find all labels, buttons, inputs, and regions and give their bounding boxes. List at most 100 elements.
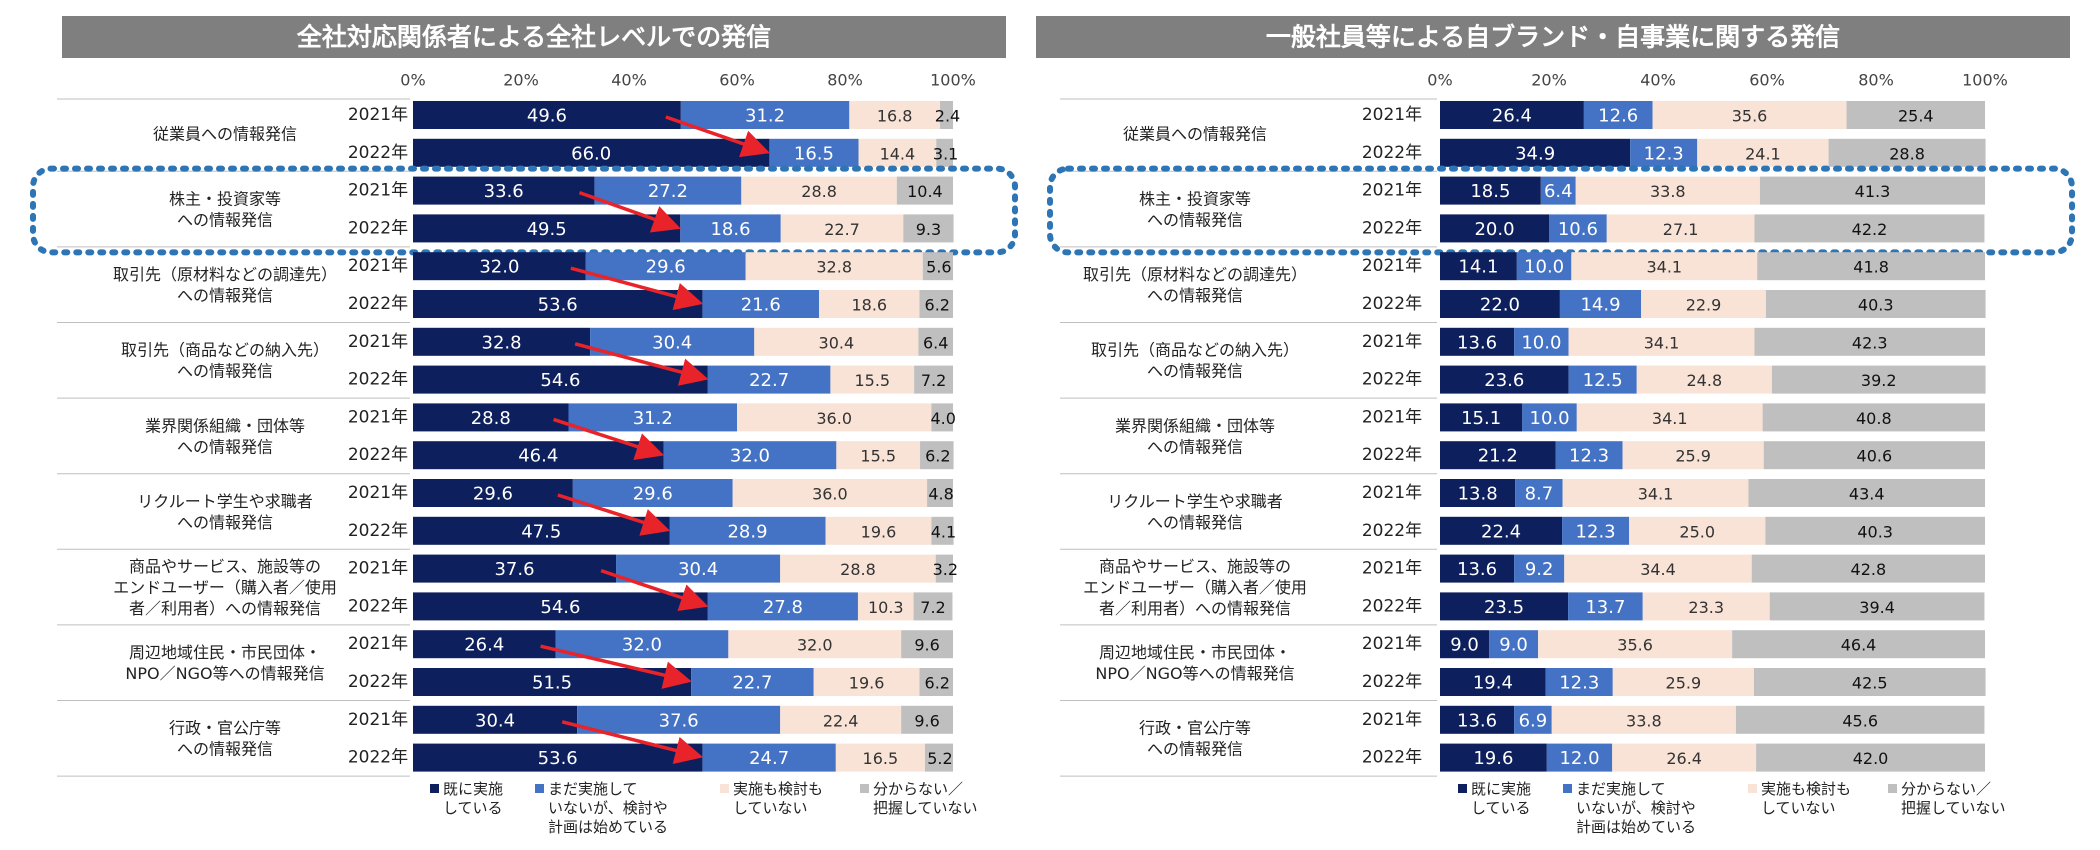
data-label: 12.3	[1644, 143, 1684, 164]
bar-segment-not_considering	[825, 516, 932, 545]
x-tick-label: 0%	[1427, 71, 1452, 90]
data-label: 12.5	[1583, 370, 1623, 391]
year-label: 2022年	[348, 218, 408, 238]
data-label: 15.5	[854, 371, 890, 390]
data-label: 22.9	[1686, 296, 1722, 315]
change-arrow	[600, 568, 709, 611]
bar-segment-done	[1440, 138, 1631, 167]
bar-segment-considering	[702, 743, 836, 772]
bar-segment-unknown	[896, 176, 953, 205]
data-label: 27.1	[1663, 220, 1699, 239]
legend-swatch-done	[1458, 784, 1467, 793]
bar-segment-not_considering	[1562, 479, 1749, 507]
bar-segment-done	[413, 743, 703, 772]
bar-segment-done	[1440, 630, 1490, 659]
chart-title: 一般社員等による自ブランド・自事業に関する発信	[1266, 23, 1840, 52]
year-label: 2021年	[348, 332, 408, 352]
bar-segment-not_considering	[732, 479, 928, 507]
bar-segment-considering	[1568, 592, 1643, 621]
bar-segment-unknown	[1753, 668, 1986, 696]
bar-segment-unknown	[1765, 516, 1985, 545]
bar-segment-unknown	[927, 479, 953, 507]
data-label: 23.3	[1688, 598, 1724, 617]
data-label: 8.7	[1525, 484, 1554, 505]
x-tick-label: 100%	[1962, 71, 2008, 90]
category-label-line: 取引先（商品などの納入先）	[1091, 341, 1299, 360]
data-label: 32.8	[816, 258, 852, 277]
bar-segment-unknown	[919, 290, 953, 318]
data-label: 33.8	[1626, 711, 1662, 730]
data-label: 21.2	[1478, 446, 1518, 467]
bar-segment-done	[1440, 705, 1515, 734]
data-label: 54.6	[540, 370, 580, 391]
data-label: 53.6	[538, 295, 578, 316]
data-label: 14.4	[880, 144, 916, 163]
data-label: 16.5	[794, 143, 834, 164]
data-label: 22.7	[732, 673, 772, 694]
year-label: 2022年	[348, 143, 408, 163]
chart-title-banner	[62, 16, 1006, 58]
bar-segment-done	[1440, 101, 1584, 129]
year-label: 2022年	[348, 672, 408, 692]
bar-segment-considering	[572, 479, 733, 507]
data-label: 34.4	[1640, 560, 1676, 579]
data-label: 19.6	[849, 674, 885, 693]
year-label: 2021年	[1362, 559, 1422, 579]
bar-segment-not_considering	[1641, 290, 1766, 318]
data-label: 18.5	[1470, 181, 1510, 202]
category-label-line: 取引先（原材料などの調達先）	[113, 265, 337, 284]
bar-segment-not_considering	[1697, 138, 1829, 167]
category-label-line: 者／利用者）への情報発信	[129, 599, 321, 618]
bar-segment-unknown	[1751, 554, 1985, 583]
data-label: 49.6	[527, 106, 567, 127]
bar-segment-done	[413, 479, 573, 507]
year-label: 2022年	[1362, 370, 1422, 390]
bar-segment-considering	[1516, 252, 1572, 281]
data-label: 6.4	[923, 333, 948, 352]
bar-segment-not_considering	[857, 592, 914, 621]
legend-swatch-not_considering	[1748, 784, 1757, 793]
bar-segment-considering	[1522, 403, 1577, 432]
data-label: 12.3	[1559, 673, 1599, 694]
bar-segment-done	[1440, 592, 1569, 621]
data-label: 18.6	[710, 219, 750, 240]
bar-segment-not_considering	[1575, 176, 1760, 205]
bar-segment-considering	[1515, 479, 1563, 507]
bar-segment-considering	[680, 214, 781, 243]
data-label: 42.3	[1852, 333, 1888, 352]
data-label: 42.2	[1852, 220, 1888, 239]
data-label: 45.6	[1842, 711, 1878, 730]
data-label: 32.0	[797, 636, 833, 655]
bar-segment-unknown	[935, 554, 953, 583]
data-label: 42.0	[1853, 749, 1889, 768]
bar-segment-done	[413, 365, 708, 394]
bar-segment-not_considering	[1538, 630, 1733, 659]
bar-segment-considering	[1514, 705, 1552, 734]
data-label: 27.8	[763, 597, 803, 618]
bar-segment-not_considering	[1568, 327, 1755, 356]
change-arrow	[578, 190, 681, 233]
bar-segment-not_considering	[830, 365, 915, 394]
bar-segment-done	[413, 554, 617, 583]
data-label: 24.1	[1745, 144, 1781, 163]
data-label: 66.0	[571, 143, 611, 164]
bar-segment-not_considering	[858, 138, 937, 167]
bar-segment-unknown	[1828, 138, 1986, 167]
bar-segment-unknown	[1735, 705, 1985, 734]
bar-segment-done	[413, 516, 670, 545]
data-label: 29.6	[646, 257, 686, 278]
bar-segment-not_considering	[1612, 668, 1754, 696]
bar-segment-done	[1440, 176, 1541, 205]
data-label: 29.6	[473, 484, 513, 505]
bar-segment-unknown	[940, 101, 953, 129]
data-label: 39.2	[1861, 371, 1897, 390]
year-label: 2021年	[1362, 710, 1422, 730]
legend-label-line: している	[443, 799, 503, 817]
data-label: 10.0	[1530, 408, 1570, 429]
bar-segment-considering	[585, 252, 746, 281]
bar-segment-done	[413, 668, 692, 696]
